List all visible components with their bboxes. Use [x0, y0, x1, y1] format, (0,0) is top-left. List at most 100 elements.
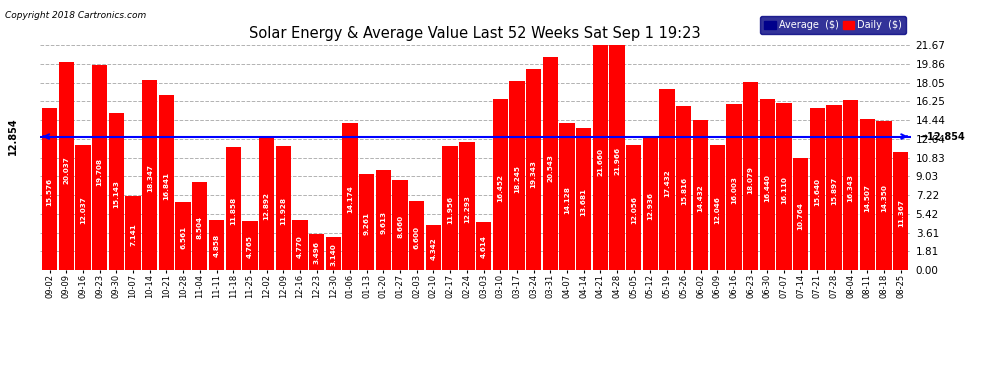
Text: 21.660: 21.660: [597, 148, 603, 176]
Bar: [192, 182, 208, 270]
Text: 20.543: 20.543: [547, 154, 553, 182]
Bar: [759, 99, 775, 270]
Bar: [893, 152, 909, 270]
Bar: [109, 113, 124, 270]
Text: 21.966: 21.966: [614, 147, 620, 175]
Bar: [626, 145, 642, 270]
Text: 11.858: 11.858: [231, 197, 237, 225]
Bar: [676, 106, 691, 270]
Text: 20.037: 20.037: [63, 156, 69, 184]
Bar: [810, 108, 825, 270]
Text: Copyright 2018 Cartronics.com: Copyright 2018 Cartronics.com: [5, 11, 147, 20]
Title: Solar Energy & Average Value Last 52 Weeks Sat Sep 1 19:23: Solar Energy & Average Value Last 52 Wee…: [249, 26, 701, 41]
Bar: [509, 81, 525, 270]
Text: 3.140: 3.140: [331, 243, 337, 266]
Text: 12.936: 12.936: [647, 192, 653, 219]
Legend: Average  ($), Daily  ($): Average ($), Daily ($): [760, 16, 906, 34]
Text: 8.504: 8.504: [197, 216, 203, 239]
Bar: [409, 201, 425, 270]
Text: 4.342: 4.342: [431, 237, 437, 260]
Bar: [710, 145, 725, 270]
Bar: [158, 95, 174, 270]
Bar: [75, 145, 91, 270]
Bar: [326, 237, 341, 270]
Bar: [126, 196, 141, 270]
Text: 8.660: 8.660: [397, 215, 403, 238]
Bar: [259, 136, 274, 270]
Text: 15.897: 15.897: [831, 177, 837, 205]
Text: 4.770: 4.770: [297, 235, 303, 258]
Bar: [876, 121, 892, 270]
Bar: [543, 57, 558, 270]
Text: 12.854: 12.854: [8, 118, 18, 155]
Bar: [576, 128, 591, 270]
Text: 16.841: 16.841: [163, 172, 169, 200]
Text: 9.261: 9.261: [363, 212, 369, 236]
Text: 15.816: 15.816: [681, 177, 687, 205]
Text: 10.764: 10.764: [798, 202, 804, 230]
Bar: [275, 146, 291, 270]
Text: 18.245: 18.245: [514, 165, 520, 193]
Text: 15.143: 15.143: [114, 181, 120, 209]
Bar: [493, 99, 508, 270]
Text: 17.432: 17.432: [664, 169, 670, 197]
Bar: [659, 89, 675, 270]
Bar: [58, 62, 74, 270]
Bar: [459, 142, 474, 270]
Text: →12.854: →12.854: [920, 132, 965, 141]
Bar: [843, 100, 858, 270]
Bar: [526, 69, 542, 270]
Text: 16.440: 16.440: [764, 174, 770, 202]
Bar: [175, 202, 191, 270]
Bar: [610, 42, 625, 270]
Text: 19.343: 19.343: [531, 160, 537, 188]
Text: 14.432: 14.432: [698, 184, 704, 212]
Bar: [476, 222, 491, 270]
Text: 12.293: 12.293: [464, 195, 470, 223]
Text: 16.003: 16.003: [731, 176, 737, 204]
Text: 6.600: 6.600: [414, 226, 420, 249]
Bar: [343, 123, 357, 270]
Text: 4.858: 4.858: [214, 234, 220, 257]
Text: 12.046: 12.046: [714, 196, 720, 224]
Text: 18.347: 18.347: [147, 165, 152, 192]
Text: 16.110: 16.110: [781, 176, 787, 204]
Bar: [426, 225, 442, 270]
Text: 11.367: 11.367: [898, 200, 904, 227]
Bar: [143, 80, 157, 270]
Text: 12.892: 12.892: [263, 192, 269, 220]
Bar: [92, 65, 107, 270]
Text: 11.956: 11.956: [447, 196, 453, 225]
Text: 7.141: 7.141: [130, 223, 136, 246]
Bar: [693, 120, 708, 270]
Bar: [776, 103, 792, 270]
Text: 4.614: 4.614: [480, 236, 486, 258]
Text: 12.037: 12.037: [80, 196, 86, 224]
Text: 16.452: 16.452: [497, 174, 503, 202]
Bar: [643, 136, 658, 270]
Text: 6.561: 6.561: [180, 226, 186, 249]
Text: 12.056: 12.056: [631, 196, 637, 224]
Text: 9.613: 9.613: [380, 211, 386, 234]
Text: 14.507: 14.507: [864, 184, 870, 211]
Text: 3.496: 3.496: [314, 241, 320, 264]
Bar: [243, 220, 257, 270]
Bar: [443, 146, 457, 270]
Bar: [376, 170, 391, 270]
Bar: [727, 104, 742, 270]
Text: 11.928: 11.928: [280, 196, 286, 225]
Bar: [209, 219, 224, 270]
Text: 19.708: 19.708: [97, 158, 103, 186]
Text: 18.079: 18.079: [747, 166, 753, 194]
Text: 16.343: 16.343: [847, 175, 853, 202]
Bar: [292, 220, 308, 270]
Bar: [593, 45, 608, 270]
Bar: [827, 105, 842, 270]
Text: 14.128: 14.128: [564, 186, 570, 213]
Bar: [226, 147, 241, 270]
Bar: [859, 119, 875, 270]
Text: 4.765: 4.765: [247, 235, 252, 258]
Text: 13.681: 13.681: [581, 188, 587, 216]
Text: 15.640: 15.640: [815, 178, 821, 206]
Text: 14.174: 14.174: [347, 186, 353, 213]
